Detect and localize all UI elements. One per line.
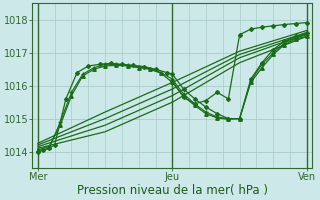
X-axis label: Pression niveau de la mer( hPa ): Pression niveau de la mer( hPa ) (77, 184, 268, 197)
